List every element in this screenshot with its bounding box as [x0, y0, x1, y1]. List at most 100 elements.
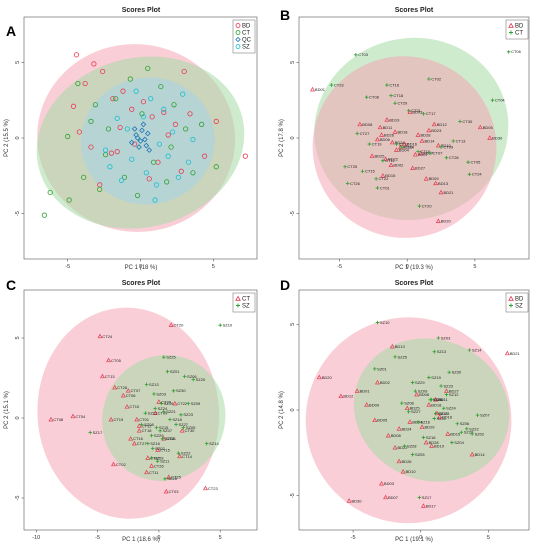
point-label-sz: SZ12: [148, 411, 158, 416]
legend-marker-d-sz: [509, 303, 513, 308]
data-point-ct: [190, 170, 196, 176]
point-label-ct: CT12: [399, 141, 410, 146]
point-label-bd: BD06: [419, 392, 430, 397]
point-label-ct: CT14: [182, 454, 193, 459]
plot-title-a: Scores Plot: [122, 7, 161, 14]
data-point-sz: [447, 370, 451, 375]
data-point-sz: [459, 430, 464, 435]
data-point-qc: [136, 144, 142, 150]
confidence-ellipse-sz: [102, 355, 226, 481]
data-point-ct: [183, 126, 189, 132]
y-axis-label-d: PC 2 (14.8 %): [279, 391, 285, 429]
x-tick-label-d: 5: [487, 535, 490, 541]
legend-a: BD CT QC SZ: [232, 19, 256, 54]
data-point-sz: [162, 409, 166, 414]
data-point-ct: [124, 404, 130, 409]
data-point-ct: [416, 149, 420, 154]
data-point-bd: [120, 88, 126, 94]
data-point-sz: [190, 136, 196, 143]
data-point-bd: [469, 451, 475, 457]
point-label-ct: CT12: [142, 423, 153, 428]
data-point-ct: [155, 447, 161, 452]
data-point-ct: [145, 455, 151, 460]
data-point-sz: [162, 355, 166, 359]
point-label-bd: BD04: [399, 148, 410, 153]
point-label-sz: SZ13: [437, 349, 447, 354]
data-point-ct: [466, 160, 470, 164]
data-point-ct: [329, 83, 334, 87]
data-point-sz: [421, 435, 426, 440]
data-point-bd: [392, 129, 398, 134]
point-label-ct: CT27: [360, 131, 371, 136]
point-label-sz: SZ06: [187, 374, 197, 379]
data-point-ct: [168, 322, 174, 327]
point-label-ct: CT14: [404, 144, 415, 149]
data-point-bd: [396, 426, 402, 431]
point-label-sz: SZ04: [165, 436, 175, 441]
point-label-sz: SZ11: [437, 416, 447, 421]
data-point-qc: [128, 139, 135, 146]
legend-marker-a-sz: [235, 44, 241, 49]
point-label-bd: BD28: [429, 440, 440, 445]
data-point-ct: [213, 164, 219, 170]
data-point-bd: [380, 173, 386, 178]
data-point-bd: [389, 139, 395, 145]
point-label-ct: CT20: [174, 323, 185, 328]
data-point-bd: [346, 498, 352, 503]
point-label-bd: BD17: [426, 503, 437, 508]
data-point-sz: [158, 429, 162, 433]
point-label-ct: CT11: [385, 158, 395, 163]
data-point-bd: [369, 153, 375, 158]
point-label-sz: SZ04: [454, 440, 464, 445]
point-label-sz: SZ19: [164, 401, 174, 406]
data-point-ct: [136, 423, 142, 428]
x-tick-label-b: 0: [406, 264, 409, 270]
data-point-bd: [178, 168, 184, 174]
data-point-bd: [435, 218, 441, 223]
x-tick-label-a: 5: [212, 264, 215, 270]
point-label-sz: SZ16: [150, 441, 160, 446]
point-label-sz: SZ25: [397, 354, 407, 359]
point-label-bd: BD18: [397, 129, 408, 134]
point-label-ct: CT21: [411, 108, 422, 113]
point-label-bd: BD24: [395, 140, 406, 145]
data-point-ct: [81, 174, 87, 180]
point-label-ct: CT24: [472, 172, 483, 177]
data-point-sz: [149, 456, 154, 460]
data-point-bd: [140, 99, 147, 105]
point-label-ct: CT19: [113, 417, 124, 422]
point-label-sz: SZ16: [420, 419, 430, 424]
data-point-bd: [379, 132, 385, 137]
point-label-bd: BD01: [360, 389, 371, 394]
data-point-ct: [375, 186, 380, 190]
data-point-bd: [438, 189, 444, 195]
data-point-qc: [140, 121, 147, 128]
data-point-sz: [406, 409, 411, 414]
point-label-sz: SZ11: [160, 459, 170, 464]
data-point-ct: [381, 158, 385, 163]
point-label-sz: SZ24: [446, 406, 456, 411]
point-label-ct: CT06: [511, 49, 522, 54]
data-point-sz: [152, 197, 158, 203]
panel-letter-b: B: [280, 7, 290, 23]
data-point-ct: [202, 485, 208, 491]
y-tick-label-d: 0: [290, 408, 296, 411]
y-axis-label-b: PC 2 (17.8 %): [279, 119, 285, 157]
data-point-sz: [168, 417, 172, 422]
point-label-bd: BD21: [510, 351, 521, 356]
data-point-bd: [388, 162, 394, 167]
legend-label-d-bd: BD: [515, 297, 524, 303]
data-point-bd: [396, 458, 402, 464]
point-label-ct: CT15: [365, 169, 376, 174]
point-label-bd: BD25: [374, 154, 385, 159]
data-point-ct: [393, 101, 397, 106]
point-label-sz: SZ29: [415, 380, 425, 385]
data-point-ct: [99, 373, 105, 379]
data-point-ct: [127, 76, 133, 82]
data-point-sz: [139, 422, 144, 427]
data-point-sz: [180, 91, 186, 97]
data-point-bd: [415, 132, 421, 137]
data-point-sz: [124, 126, 130, 132]
point-label-bd: BD20: [441, 219, 452, 224]
y-tick-label-d: -5: [290, 493, 296, 498]
